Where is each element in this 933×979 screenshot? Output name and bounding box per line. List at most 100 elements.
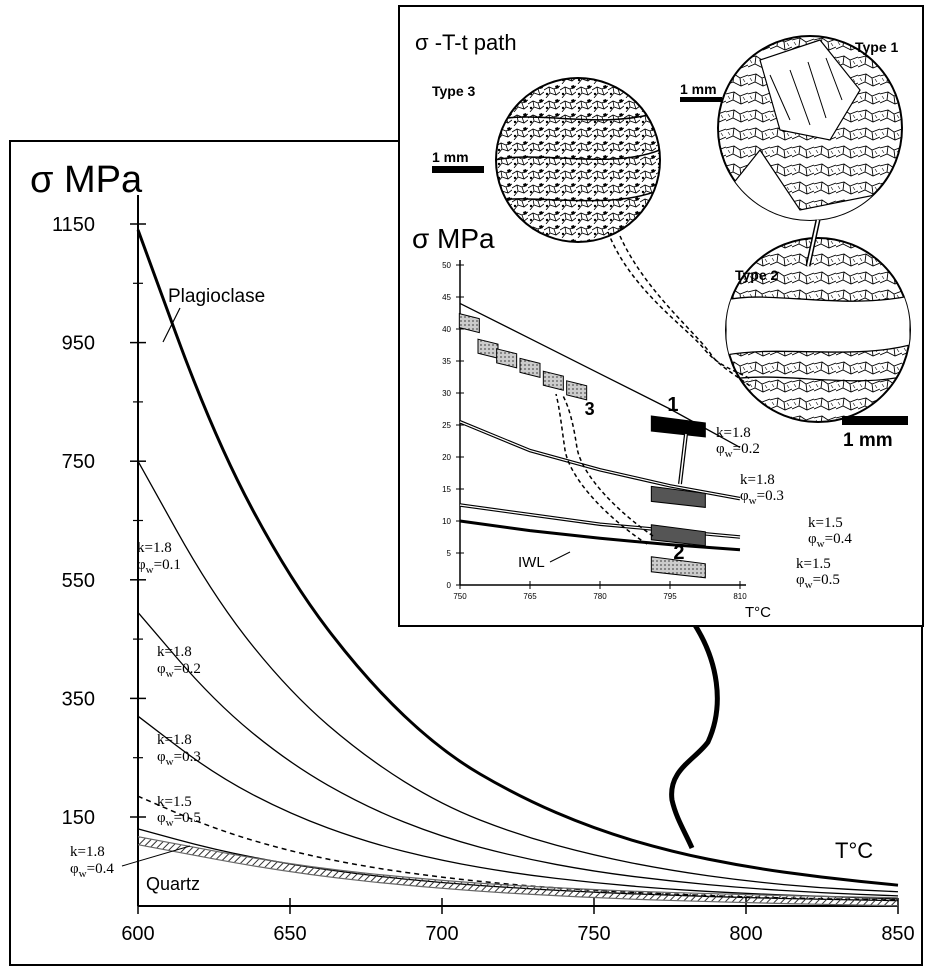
series-quartz	[137, 837, 899, 906]
inset-y-tick-label: 30	[442, 389, 451, 398]
phi-subscript: w	[817, 538, 825, 550]
inset-connector-curve	[669, 620, 720, 850]
scale-bar-2-label: 1 mm	[843, 430, 893, 451]
phi-value: =0.3	[174, 749, 201, 765]
phi-subscript: w	[725, 448, 733, 460]
plagioclase-leader	[162, 307, 181, 343]
inset-iwl-leader	[549, 551, 571, 563]
inset-y-tick-label: 25	[442, 421, 451, 430]
phi-subscript: w	[146, 564, 154, 576]
inset-box-label-2: 2	[673, 542, 684, 564]
series-k-1-8-w-0-3	[137, 715, 899, 900]
series-k-1-8-w-0-2	[137, 611, 899, 897]
phi-symbol: φ	[70, 861, 79, 877]
label-k18-phi03-phi: φw=0.3	[157, 749, 201, 768]
micrograph-type3-detail	[496, 111, 660, 202]
main-x-tick-label: 850	[881, 923, 914, 945]
inset-label-k18-phi03-phi: φw=0.3	[740, 488, 784, 507]
phi-value: =0.1	[154, 557, 181, 573]
inset-box-unlabeled-2	[650, 485, 706, 508]
inset-dashed-path-arrow-2	[561, 393, 654, 537]
inset-title: σ -T-t path	[415, 30, 517, 55]
label-k18-phi01-phi: φw=0.1	[137, 557, 181, 576]
type3-path-arrow-2	[619, 235, 751, 387]
inset-x-tick-label: 795	[663, 592, 677, 601]
phi-symbol: φ	[137, 557, 146, 573]
micrograph-type2: Type 2 1 mm	[725, 237, 911, 451]
label-k18-phi04-leader	[121, 845, 191, 867]
inset-panel: σ -T-t path Type 1 1 mm Type 3 1 mm	[398, 5, 924, 627]
series-quartz-lower-edge	[137, 844, 899, 907]
inset-label-k18-phi02: k=1.8 φw=0.2	[716, 425, 760, 460]
inset-y-tick-label: 40	[442, 325, 451, 334]
quartz-label: Quartz	[146, 874, 200, 894]
inset-y-tick-label: 0	[447, 581, 452, 590]
inset-label-k18-phi02-k: k=1.8	[716, 425, 751, 441]
phi-symbol: φ	[157, 810, 166, 826]
type3-path-arrow	[607, 231, 753, 381]
main-x-tick-label: 700	[425, 923, 458, 945]
scale-bar-3	[432, 166, 484, 173]
main-chart-frame	[9, 140, 923, 966]
main-y-tick-label: 950	[62, 333, 95, 355]
inset-box-unlabeled-4	[650, 556, 706, 579]
inset-y-tick-label: 20	[442, 453, 451, 462]
inset-y-tick-label: 50	[442, 261, 451, 270]
main-x-axis-label: T°C	[835, 838, 873, 863]
label-k18-phi02: k=1.8 φw=0.2	[157, 644, 201, 680]
inset-arrow-1-to-2-inner	[679, 433, 687, 485]
inset-label-k18-phi03-k: k=1.8	[740, 472, 775, 488]
phi-value: =0.5	[174, 810, 201, 826]
series-quartz-upper-edge	[137, 836, 899, 899]
inset-box-3-segment	[542, 370, 564, 391]
label-k15-phi05-k: k=1.5	[157, 794, 192, 810]
inset-box-3-segment	[519, 357, 541, 379]
inset-box-3-segment	[566, 380, 588, 401]
inset-x-axis-label: T°C	[745, 604, 771, 621]
main-y-tick-label: 1150	[52, 214, 95, 236]
inset-dashed-path-arrow	[555, 393, 648, 545]
label-k18-phi03: k=1.8 φw=0.3	[157, 732, 201, 768]
phi-value: =0.4	[825, 531, 853, 547]
phi-symbol: φ	[808, 531, 817, 547]
label-k18-phi04-k: k=1.8	[70, 844, 105, 860]
scale-bar-2	[842, 416, 908, 425]
scale-bar-1-label: 1 mm	[680, 81, 717, 97]
label-k18-phi03-k: k=1.8	[157, 732, 192, 748]
main-x-tick-label: 750	[577, 923, 610, 945]
main-y-axis-label: σ MPa	[30, 159, 143, 201]
label-k18-phi01: k=1.8 φw=0.1	[137, 540, 181, 576]
phi-value: =0.2	[174, 661, 201, 677]
inset-label-k15-phi05-k: k=1.5	[796, 556, 831, 572]
inset-y-axis-label: σ MPa	[412, 223, 495, 254]
inset-series-k-1-8-w-0-3-inner	[459, 421, 741, 500]
phi-symbol: φ	[157, 661, 166, 677]
inset-y-tick-label: 45	[442, 293, 451, 302]
inset-label-k15-phi04: k=1.5 φw=0.4	[808, 515, 852, 550]
main-y-tick-label: 750	[62, 451, 95, 473]
inset-label-k15-phi04-phi: φw=0.4	[808, 531, 852, 550]
phi-symbol: φ	[716, 441, 725, 457]
micrograph-type2-label: Type 2	[735, 267, 779, 283]
series-k-1-8-w-0-1	[137, 460, 899, 893]
main-x-tick-label: 650	[273, 923, 306, 945]
inset-box-label-3: 3	[585, 399, 595, 419]
phi-symbol: φ	[157, 749, 166, 765]
inset-x-tick-label: 780	[593, 592, 607, 601]
inset-boxes-group: 3 1 2	[458, 312, 706, 579]
label-k18-phi02-k: k=1.8	[157, 644, 192, 660]
inset-y-tick-label: 5	[447, 549, 452, 558]
inset-box-label-1: 1	[667, 394, 678, 416]
main-y-tick-label: 350	[62, 688, 95, 710]
inset-y-tick-label: 35	[442, 357, 451, 366]
series-plagioclase	[136, 229, 899, 887]
micrograph-type3: Type 3 1 mm	[432, 77, 661, 243]
inset-iwl-label: IWL	[518, 554, 545, 571]
type1-to-type2-arrow-inner	[807, 219, 819, 267]
label-k15-phi05: k=1.5 φw=0.5	[157, 794, 201, 829]
inset-y-tick-label: 15	[442, 485, 451, 494]
main-series-group	[136, 229, 899, 907]
main-x-tick-label: 800	[729, 923, 762, 945]
